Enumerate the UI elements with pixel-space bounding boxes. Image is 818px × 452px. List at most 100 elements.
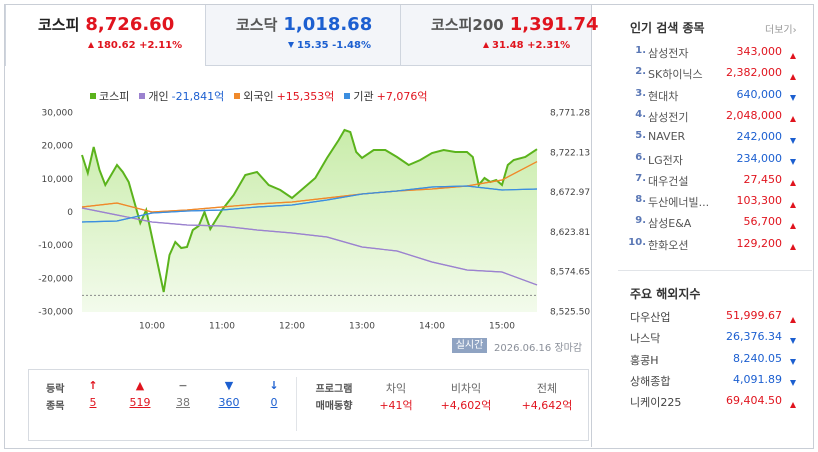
index-name: 코스닥	[236, 16, 278, 34]
tab-change: 180.62 +2.11%	[88, 40, 182, 51]
y2-tick-label: 8,574.65	[550, 268, 590, 278]
line	[81, 207, 538, 286]
rate: +2.11%	[139, 40, 183, 51]
line	[81, 185, 538, 223]
index-tab[interactable]: 코스피 8,726.60 180.62 +2.11%	[5, 5, 205, 66]
market-summary	[28, 369, 589, 441]
stock-name: SK하이닉스	[648, 68, 703, 82]
divider	[296, 377, 297, 431]
price: 242,000	[736, 130, 783, 144]
breadth-count[interactable]: 519	[129, 396, 151, 409]
arrow-icon	[790, 401, 796, 408]
arrow-icon	[790, 52, 796, 59]
y2-tick-label: 8,722.13	[550, 148, 590, 158]
divider	[618, 270, 812, 271]
arrow	[790, 219, 799, 232]
realtime-badge[interactable]: 실시간	[452, 338, 487, 353]
popular-row[interactable]: 6. LG전자 234,000	[618, 150, 812, 168]
world-row[interactable]: 나스닥 26,376.34	[618, 328, 812, 346]
popular-row[interactable]: 7. 대우건설 27,450	[618, 171, 812, 189]
world-row[interactable]: 홍콩H 8,240.05	[618, 350, 812, 368]
popular-row[interactable]: 10. 한화오션 129,200	[618, 235, 812, 253]
date: 2026.06.16	[494, 343, 552, 354]
tab-line: 코스닥 1,018.68	[236, 14, 372, 35]
breadth-icon: ▲	[135, 379, 145, 392]
popular-row[interactable]: 8. 두산에너빌... 103,300	[618, 192, 812, 210]
arrow-icon	[790, 116, 796, 123]
price: 103,300	[736, 194, 783, 208]
rank: 6.	[635, 151, 646, 163]
y-tick-label: 10,000	[42, 175, 74, 185]
index-name: 코스피	[38, 16, 80, 34]
legend-item[interactable]: 기관 +7,076억	[344, 88, 428, 104]
tab-line: 코스피 8,726.60	[38, 14, 174, 35]
arrow-icon	[790, 244, 796, 251]
y2-tick-label: 8,525.50	[550, 308, 590, 318]
breadth-count[interactable]: 0	[270, 396, 278, 409]
y-tick-label: 0	[67, 208, 73, 218]
rank: 8.	[635, 194, 646, 206]
change: 31.48	[492, 40, 524, 51]
arrow	[790, 113, 799, 126]
arrow-icon	[790, 159, 796, 165]
tab-change: 15.35 -1.48%	[288, 40, 371, 51]
price: 27,450	[743, 172, 783, 186]
arrow-icon	[790, 95, 796, 102]
legend-swatch	[344, 93, 351, 99]
more-text[interactable]: 더보기	[765, 25, 793, 36]
popular-row[interactable]: 3. 현대차 640,000	[618, 86, 812, 104]
popular-row[interactable]: 9. 삼성E&A 56,700	[618, 213, 812, 231]
popular-row[interactable]: 1. 삼성전자 343,000	[618, 43, 812, 61]
popular-row[interactable]: 5. NAVER 242,000	[618, 128, 812, 146]
legend-swatch	[90, 93, 96, 99]
popular-row[interactable]: 4. 삼성전기 2,048,000	[618, 107, 812, 125]
legend-item[interactable]: 개인 -21,841억	[139, 88, 224, 104]
legend-swatch	[139, 93, 146, 99]
index-value: 1,018.68	[283, 14, 373, 35]
legend-value: -21,841억	[171, 90, 225, 103]
breadth-count[interactable]: 360	[218, 396, 240, 409]
arrow	[790, 377, 799, 390]
arrow	[790, 241, 799, 254]
arrow-icon	[790, 380, 796, 387]
legend-name: 개인	[148, 90, 169, 103]
index-tab[interactable]: 코스닥 1,018.68 15.35 -1.48%	[205, 5, 400, 66]
world-title: 주요 해외지수	[630, 287, 701, 301]
legend-name: 기관	[353, 90, 374, 103]
rank: 1.	[635, 45, 646, 56]
program-label: 프로그램	[315, 384, 353, 395]
world-row[interactable]: 상해종합 4,091.89	[618, 371, 812, 389]
index-tab[interactable]: 코스피200 1,391.74 31.48 +2.31%	[400, 5, 599, 66]
breadth-count[interactable]: 5	[89, 396, 97, 409]
more-link[interactable]: 더보기›	[765, 25, 797, 36]
program-column-name: 차익	[385, 382, 407, 395]
popular-row[interactable]: 2. SK하이닉스 2,382,000	[618, 64, 812, 82]
rank: 4.	[635, 108, 646, 120]
legend-item[interactable]: 코스피	[90, 88, 129, 104]
legend-item[interactable]: 외국인 +15,353억	[234, 88, 334, 104]
breadth-icon: ↑	[88, 379, 98, 392]
change: 180.62	[97, 40, 136, 51]
arrow-icon	[790, 137, 796, 144]
index-value: 51,999.67	[726, 309, 782, 322]
breadth-label: 등락	[46, 384, 65, 395]
world-row[interactable]: 니케이225 69,404.50	[618, 392, 812, 410]
y-tick-label: 30,000	[42, 109, 74, 119]
index-name: 상해종합	[630, 374, 671, 388]
world-row[interactable]: 다우산업 51,999.67	[618, 307, 812, 325]
arrow	[790, 49, 799, 62]
x-tick-label: 13:00	[349, 322, 375, 332]
breadth-count[interactable]: 38	[176, 396, 190, 409]
arrow	[790, 156, 799, 169]
legend-swatch	[234, 93, 241, 99]
stock-name: 현대차	[648, 89, 679, 103]
arrow-icon	[790, 201, 796, 208]
index-name: 홍콩H	[630, 353, 659, 367]
index-name: 다우산업	[630, 311, 671, 324]
breadth-icon: ▼	[224, 379, 234, 392]
rank: 9.	[635, 215, 646, 227]
frame	[4, 4, 814, 449]
arrow	[790, 398, 799, 411]
price: 343,000	[736, 45, 783, 58]
